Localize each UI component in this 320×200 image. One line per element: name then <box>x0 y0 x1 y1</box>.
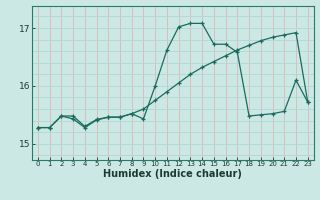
X-axis label: Humidex (Indice chaleur): Humidex (Indice chaleur) <box>103 169 242 179</box>
